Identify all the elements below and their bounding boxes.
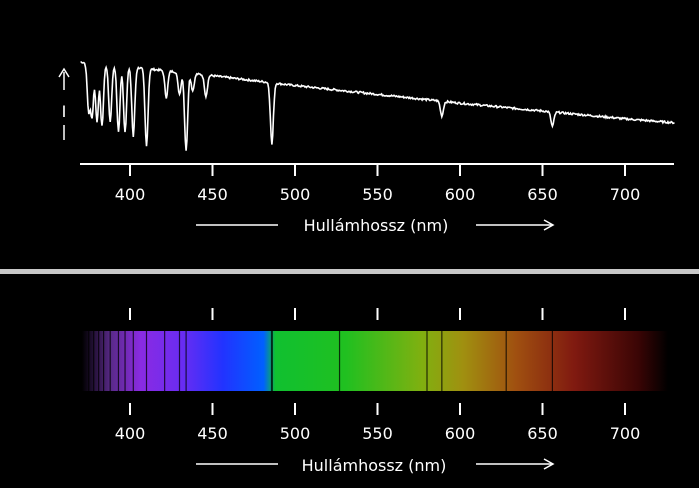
- spectrum-tick-label-650: 650: [527, 424, 558, 443]
- spectrum-tick-label-600: 600: [445, 424, 476, 443]
- x-tick-label-700: 700: [610, 185, 641, 204]
- x-tick-label-550: 550: [362, 185, 393, 204]
- x-tick-label-600: 600: [445, 185, 476, 204]
- x-tick-label-400: 400: [115, 185, 146, 204]
- x-axis-ticks: 400 450 500 550 600 650 700: [115, 164, 641, 204]
- spectrum-upper-ticks: [129, 308, 626, 320]
- x-axis-title-bottom: Hullámhossz (nm): [196, 456, 555, 475]
- x-axis-title-top: Hullámhossz (nm): [196, 216, 555, 235]
- x-tick-label-500: 500: [280, 185, 311, 204]
- x-tick-label-650: 650: [527, 185, 558, 204]
- panel-separator: [0, 269, 699, 274]
- color-spectrum-band: [82, 331, 668, 391]
- spectrum-tick-label-500: 500: [280, 424, 311, 443]
- intensity-chart: I 400 450 500 550 600 650 700 Hullámhossz (nm): [58, 61, 675, 235]
- spectrum-tick-label-550: 550: [362, 424, 393, 443]
- spectrum-tick-label-400: 400: [115, 424, 146, 443]
- x-axis-title: Hullámhossz (nm): [304, 216, 449, 235]
- intensity-label: I: [62, 102, 67, 121]
- spectrum-tick-label-450: 450: [197, 424, 228, 443]
- x-tick-label-450: 450: [197, 185, 228, 204]
- spectrum-tick-label-700: 700: [610, 424, 641, 443]
- intensity-series-line: [80, 61, 675, 151]
- spectrum-lower-ticks: 400 450 500 550 600 650 700: [115, 403, 641, 443]
- spectrum-dark-lines: [88, 331, 554, 391]
- x-axis-title-2: Hullámhossz (nm): [302, 456, 447, 475]
- color-spectrum-panel: 400 450 500 550 600 650 700 Hullámhossz (nm): [82, 308, 668, 475]
- intensity-axis-indicator: I: [58, 67, 70, 140]
